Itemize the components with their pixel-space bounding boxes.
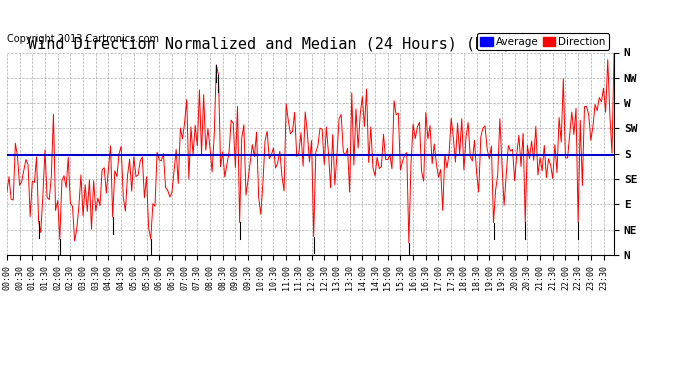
Title: Wind Direction Normalized and Median (24 Hours) (New) 20130406: Wind Direction Normalized and Median (24… (28, 36, 593, 51)
Legend: Average, Direction: Average, Direction (477, 33, 609, 50)
Text: Copyright 2013 Cartronics.com: Copyright 2013 Cartronics.com (7, 34, 159, 44)
